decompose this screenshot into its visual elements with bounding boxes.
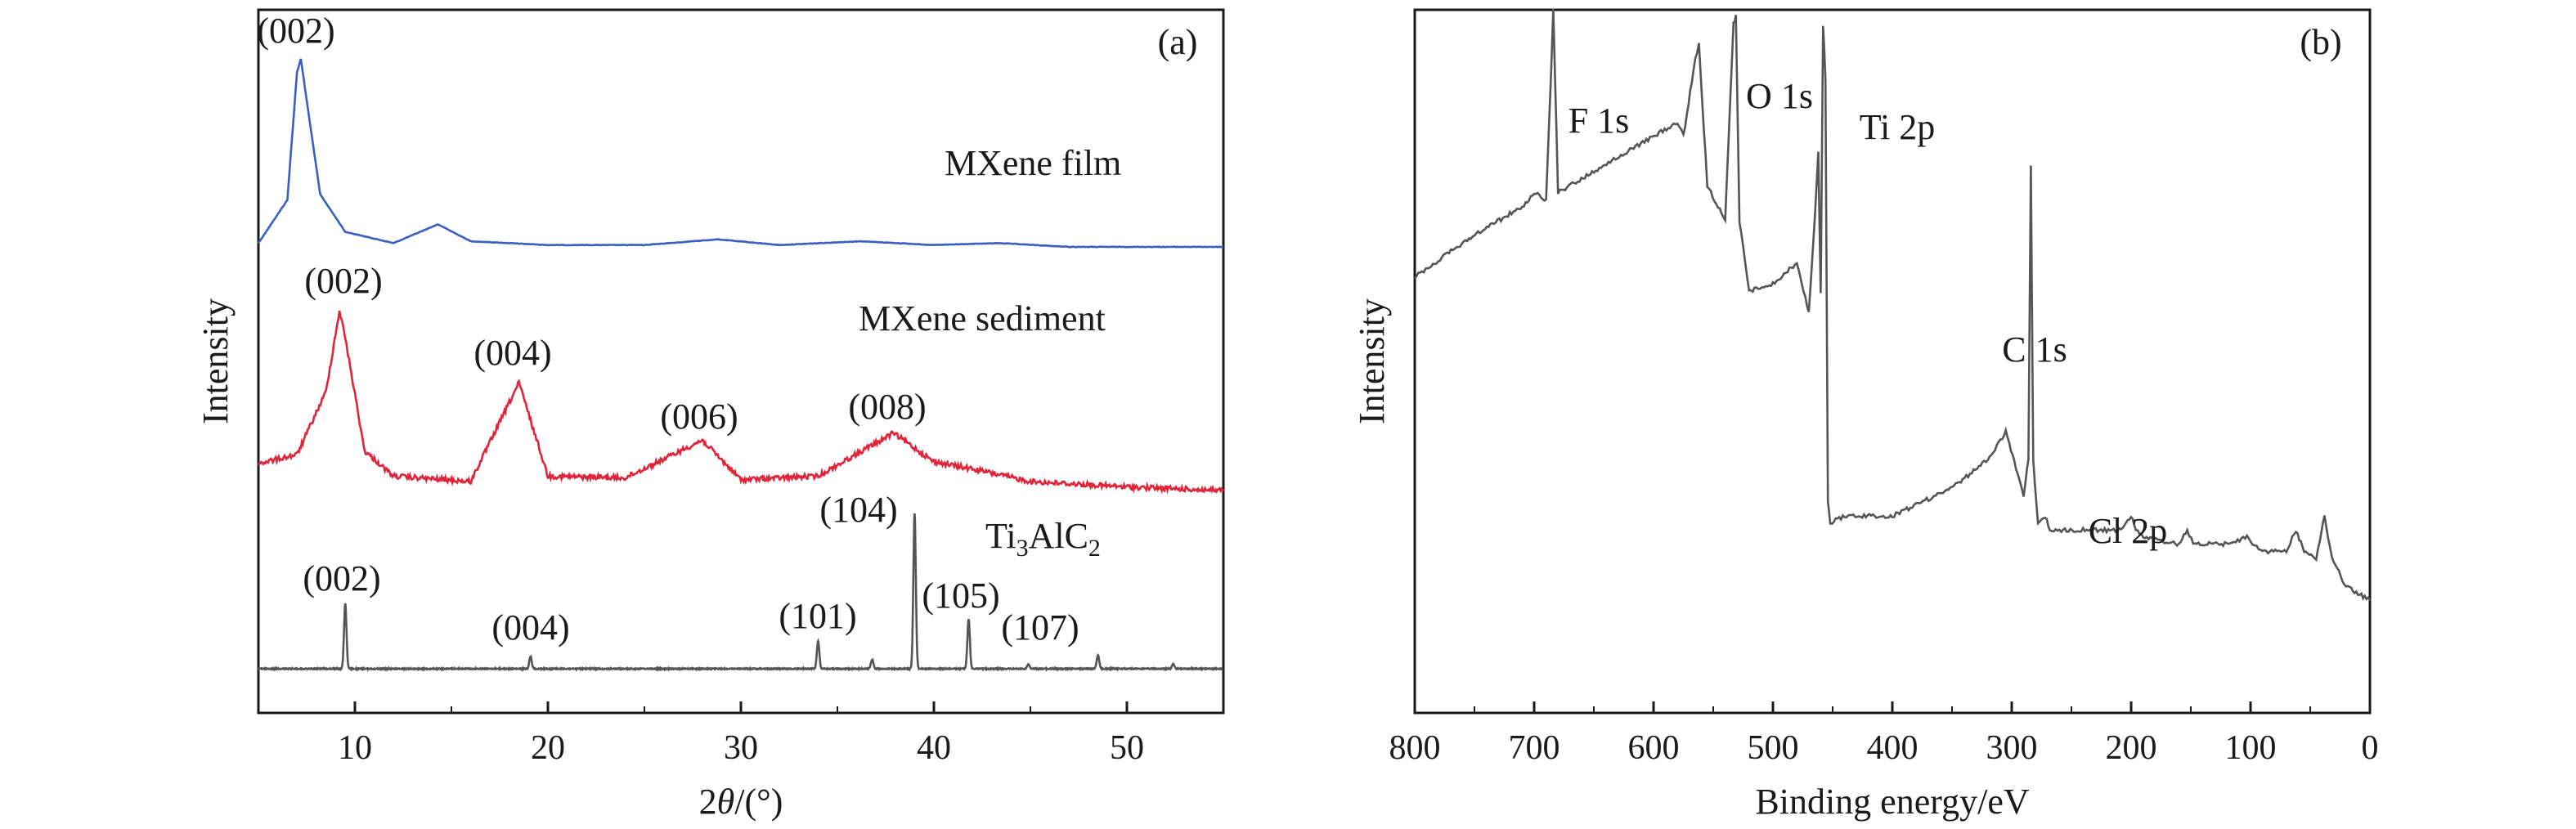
x-ticks: 10 20 30 40 50 <box>258 701 1224 767</box>
peak-label: (008) <box>848 387 926 427</box>
x-tick-label: 10 <box>338 729 372 767</box>
xrd-panel: 10 20 30 40 50 (002)(002)(004)(006) (008)(002… <box>195 8 1225 822</box>
x-tick-label: 500 <box>1748 729 1799 767</box>
series-label-film: MXene film <box>945 143 1121 183</box>
xps-panel: 800 700 600 500 400 300 200 100 0 F 1s O 1s Ti 2p C… <box>1352 8 2379 822</box>
panel-label: (b) <box>2300 22 2341 62</box>
series-group <box>1413 8 2372 602</box>
peak-annotation: C 1s <box>2002 329 2067 370</box>
y-axis-label: Intensity <box>195 298 236 424</box>
peak-annotation: O 1s <box>1746 76 1813 116</box>
x-tick-label: 600 <box>1628 729 1680 767</box>
series-line <box>258 513 1224 673</box>
x-tick-label: 20 <box>531 729 565 767</box>
x-tick-label: 800 <box>1389 729 1441 767</box>
y-axis-label: Intensity <box>1352 298 1392 424</box>
peak-label: (101) <box>779 596 856 636</box>
series-line <box>257 310 1225 495</box>
x-tick-label: 50 <box>1110 729 1144 767</box>
series-label-ti3alc2: Ti3AlC2 <box>985 516 1101 562</box>
peak-annotations: F 1s O 1s Ti 2p C 1s Cl 2p <box>1568 76 2168 551</box>
peak-label: (104) <box>819 490 897 530</box>
series-group <box>257 58 1225 673</box>
peak-label: (004) <box>473 333 551 373</box>
peak-annotation: Cl 2p <box>2089 511 2168 551</box>
peak-label: (004) <box>491 607 569 648</box>
x-tick-label: 30 <box>724 729 758 767</box>
peak-annotation: Ti 2p <box>1860 107 1936 147</box>
peak-label: (006) <box>660 397 738 437</box>
peak-label: (002) <box>257 11 334 51</box>
x-tick-label: 400 <box>1867 729 1919 767</box>
x-axis-label: Binding energy/eV <box>1755 782 2029 822</box>
peak-label: (002) <box>304 261 382 301</box>
panel-label: (a) <box>1158 22 1198 62</box>
peak-labels: (002) (002) (004) (006) (008) (002) (004) (101)… <box>257 11 1079 648</box>
series-line <box>257 58 1224 249</box>
x-tick-label: 300 <box>1986 729 2038 767</box>
x-tick-label: 100 <box>2225 729 2277 767</box>
x-axis-label: 2θ/(°) <box>699 782 783 822</box>
peak-label: (107) <box>1001 607 1079 648</box>
peak-label: (105) <box>922 576 999 616</box>
x-tick-label: 700 <box>1509 729 1560 767</box>
series-line <box>1413 8 2372 602</box>
x-tick-label: 0 <box>2362 729 2379 767</box>
peak-annotation: F 1s <box>1568 101 1630 141</box>
peak-label: (002) <box>303 558 380 598</box>
x-tick-label: 40 <box>917 729 951 767</box>
x-tick-label: 200 <box>2106 729 2157 767</box>
series-label-sediment: MXene sediment <box>859 298 1106 338</box>
x-ticks: 800 700 600 500 400 300 200 100 0 <box>1389 701 2379 767</box>
